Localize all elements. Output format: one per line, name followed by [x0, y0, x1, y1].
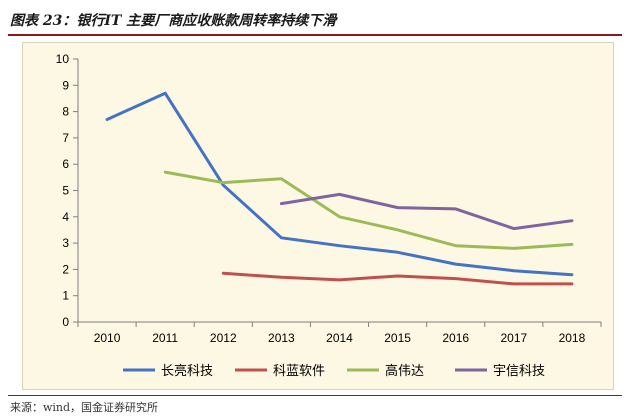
chart-title: 图表 23：银行IT 主要厂商应收账款周转率持续下滑	[10, 13, 337, 29]
x-tick-label: 2013	[268, 331, 295, 345]
x-tick-label: 2015	[384, 331, 411, 345]
legend-label: 科蓝软件	[273, 364, 325, 379]
legend-label: 高伟达	[385, 363, 424, 379]
x-tick-label: 2014	[326, 331, 353, 345]
x-tick-label: 2018	[559, 331, 586, 345]
x-tick-label: 2010	[94, 331, 121, 345]
series-line	[163, 170, 574, 250]
line-chart: 0 1 2 3 4 5 6 7 8 9 10 2010 2011 2012 2013 2014 2015 2016…	[56, 52, 602, 379]
y-tick-label: 5	[62, 184, 69, 198]
y-tick-label: 0	[62, 315, 69, 329]
y-tick-label: 9	[62, 78, 69, 92]
y-tick-label: 2	[62, 262, 69, 276]
x-tick-label: 2011	[152, 331, 178, 345]
x-tick-label: 2017	[500, 331, 527, 345]
title-rule	[8, 34, 622, 36]
footer-rule	[8, 395, 622, 396]
chart-panel: 0 1 2 3 4 5 6 7 8 9 10 2010 2011 2012 2013 2014 2015 2016…	[22, 42, 614, 390]
x-tick-label: 2012	[210, 331, 237, 345]
y-tick-label: 6	[62, 157, 69, 171]
y-tick-label: 3	[62, 236, 69, 250]
y-tick-label: 4	[62, 210, 69, 224]
legend-label: 宇信科技	[493, 364, 545, 379]
series-line	[221, 271, 574, 286]
y-tick-label: 1	[62, 289, 69, 303]
y-tick-label: 10	[56, 52, 70, 66]
y-tick-label: 7	[62, 131, 69, 145]
series-line	[279, 192, 574, 231]
y-tick-label: 8	[62, 105, 69, 119]
source-note: 来源：wind，国金证券研究所	[10, 401, 159, 414]
x-tick-label: 2016	[442, 331, 469, 345]
series-line	[105, 91, 574, 277]
legend-label: 长亮科技	[161, 363, 213, 379]
